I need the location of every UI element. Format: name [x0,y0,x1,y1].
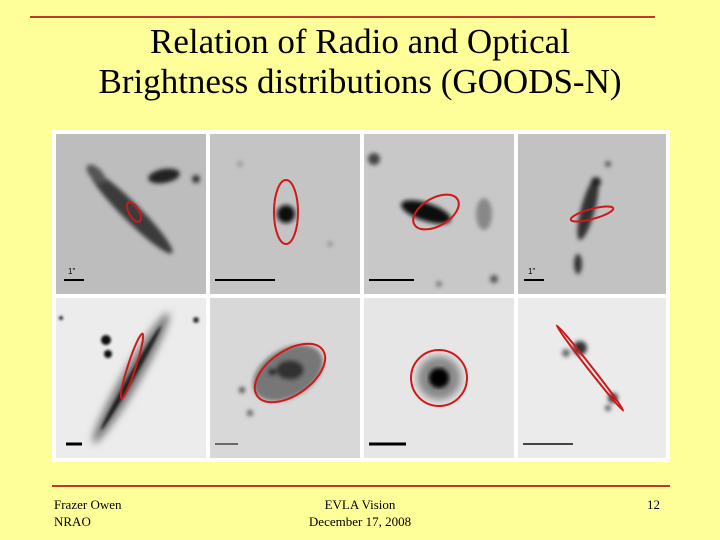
title-line-2: Brightness distributions (GOODS-N) [98,62,622,101]
scale-label: 1" [68,267,75,276]
galaxy-panel-4: 1" [518,134,666,294]
footer-author-name: Frazer Owen [54,497,122,512]
page-number: 12 [647,497,660,512]
footer-top-rule [52,485,670,487]
galaxy-panel-1: 1" [56,134,206,294]
scale-label: 1" [528,267,535,276]
title-line-1: Relation of Radio and Optical [150,22,570,61]
galaxy-panel-6 [210,298,360,458]
footer-center: EVLA Vision December 17, 2008 [260,496,460,530]
footer-author: Frazer Owen NRAO [54,496,122,530]
footer-author-org: NRAO [54,514,91,529]
slide-title: Relation of Radio and Optical Brightness… [40,22,680,102]
footer-event: EVLA Vision [324,497,396,512]
galaxy-panel-5 [56,298,206,458]
galaxy-panel-7 [364,298,514,458]
title-top-rule [30,16,655,18]
galaxy-panel-8 [518,298,666,458]
galaxy-panel-3 [364,134,514,294]
galaxy-panel-2 [210,134,360,294]
footer-date: December 17, 2008 [308,514,412,529]
galaxy-image-grid: 1" [52,130,670,462]
